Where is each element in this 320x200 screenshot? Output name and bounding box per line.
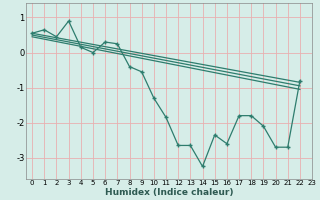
X-axis label: Humidex (Indice chaleur): Humidex (Indice chaleur) [105,188,233,197]
